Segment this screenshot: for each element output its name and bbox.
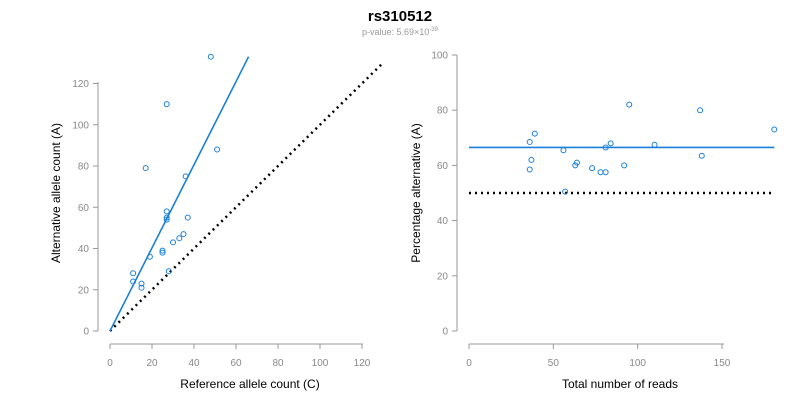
left-data-point [146,253,153,260]
left-x-tick-label: 100 [312,358,329,369]
left-y-tick-label: 80 [78,162,90,173]
right-x-tick-label: 100 [629,358,646,369]
right-data-point [602,144,609,151]
left-data-point [176,235,183,242]
right-data-point [607,140,614,147]
left-data-point [163,214,170,221]
left-data-point [142,165,149,172]
left-data-point [207,53,214,60]
right-points [526,101,778,195]
right-data-point [621,162,628,169]
left-x-tick-label: 40 [188,358,200,369]
left-x-tick-label: 20 [146,358,158,369]
left-y-tick-label: 20 [78,285,90,296]
right-y-tick-label: 60 [437,161,449,172]
left-data-point [180,231,187,238]
right-data-point [531,130,538,137]
right-data-point [560,147,567,154]
left-data-point [163,216,170,223]
left-y-tick-label: 40 [78,244,90,255]
right-panel: 0 50 100 150 0 20 40 60 80 100 Total number of r… [409,51,778,391]
chart-title: rs310512 [368,8,432,25]
subtitle-exponent: -39 [429,27,438,33]
right-x-tick-label: 150 [714,358,731,369]
right-y-tick-label: 100 [431,51,448,62]
right-y-tick-label: 40 [437,216,449,227]
left-x-tick-label: 80 [272,358,284,369]
right-data-point [589,165,596,172]
right-data-point [562,188,569,195]
right-y-ticks: 0 20 40 60 80 100 [431,51,457,338]
right-data-point [526,138,533,145]
left-fit-line [109,56,250,332]
right-x-ticks: 0 50 100 150 [466,344,731,369]
left-y-tick-label: 120 [72,79,89,90]
right-x-axis-label: Total number of reads [562,377,678,391]
left-reference-line [109,61,384,332]
left-x-axis-label: Reference allele count (C) [180,377,319,391]
left-y-ticks: 0 20 40 60 80 100 120 [72,79,98,338]
left-y-tick-label: 60 [78,203,90,214]
left-x-tick-label: 120 [354,358,371,369]
right-data-point [597,169,604,176]
left-data-point [138,280,145,287]
left-data-point [165,268,172,275]
right-data-point [698,152,705,159]
left-panel: 0 20 40 60 80 100 120 0 20 40 60 80 100 120 Referenc… [49,53,384,391]
left-data-point [214,146,221,153]
right-y-tick-label: 0 [442,327,448,338]
left-data-point [163,208,170,215]
right-data-point [602,169,609,176]
left-points [130,53,221,291]
right-data-point [771,126,778,133]
right-x-tick-label: 0 [466,358,472,369]
left-data-point [159,247,166,254]
right-data-point [526,166,533,173]
left-x-tick-label: 0 [107,358,113,369]
right-x-tick-label: 50 [548,358,560,369]
left-data-point [163,101,170,108]
right-y-axis-label: Percentage alternative (A) [409,123,423,262]
chart-subtitle: p-value: 5.69×10-39 [362,27,439,37]
right-data-point [528,156,535,163]
left-data-point [184,214,191,221]
left-y-tick-label: 0 [83,327,89,338]
right-data-point [626,101,633,108]
right-y-tick-label: 80 [437,106,449,117]
right-data-point [573,159,580,166]
left-y-axis-label: Alternative allele count (A) [49,123,63,263]
left-data-point [130,278,137,285]
subtitle-prefix: p-value: 5.69×10 [362,27,429,37]
left-data-point [182,173,189,180]
left-data-point [159,249,166,256]
left-data-point [138,284,145,291]
left-data-point [170,239,176,246]
left-data-point [130,270,137,277]
left-y-tick-label: 100 [72,120,89,131]
left-x-tick-label: 60 [230,358,242,369]
left-x-ticks: 0 20 40 60 80 100 120 [107,344,371,369]
right-y-tick-label: 20 [437,271,449,282]
right-data-point [651,141,658,148]
right-data-point [697,107,704,114]
